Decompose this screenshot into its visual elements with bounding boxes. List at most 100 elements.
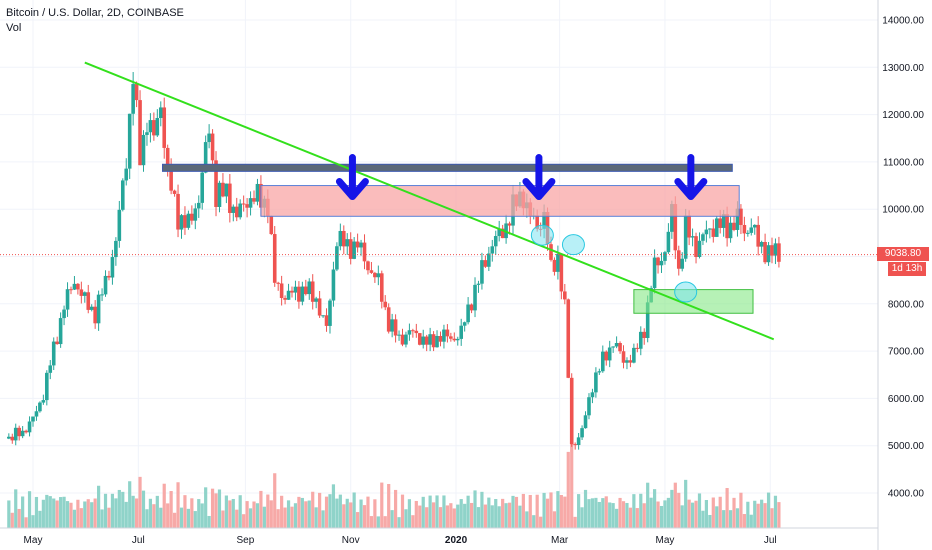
candle-body <box>376 273 381 278</box>
volume-bar <box>45 494 49 528</box>
volume-bar <box>469 502 474 528</box>
candle-body <box>145 132 149 135</box>
volume-bar <box>349 502 353 528</box>
time-axis[interactable]: May Jul Sep Nov 2020 Mar May Jul <box>0 527 878 546</box>
last-price-label: 9038.80 <box>877 247 929 261</box>
volume-bar <box>773 495 778 528</box>
volume-bar <box>628 507 633 528</box>
volume-bar <box>483 504 487 528</box>
resistance-zone-rect[interactable] <box>260 185 740 217</box>
chart-grid <box>0 0 878 528</box>
trendline[interactable] <box>84 61 775 341</box>
volume-bar <box>207 515 211 528</box>
volume-bar <box>34 496 39 528</box>
chart-drawings[interactable] <box>84 61 775 341</box>
candle-body <box>17 427 21 437</box>
candle-body <box>286 290 291 300</box>
candle-body <box>162 107 167 148</box>
highlight-circle[interactable] <box>561 234 585 256</box>
candle-body <box>652 257 657 289</box>
candle-body <box>735 208 740 230</box>
volume-bar <box>383 516 387 528</box>
volume-bar <box>473 490 477 528</box>
candle-body <box>255 183 260 202</box>
candle-body <box>462 322 467 326</box>
volume-bar <box>456 504 460 528</box>
candle-body <box>55 341 59 345</box>
volume-bar <box>17 508 21 528</box>
price-axis[interactable]: 14000.00 13000.00 12000.00 11000.00 10000.00… <box>877 0 925 550</box>
candle-body <box>711 228 716 237</box>
volume-bar <box>604 496 608 528</box>
candle-body <box>576 437 581 446</box>
candle-body <box>428 334 432 345</box>
candle-body <box>383 301 388 308</box>
candle-body <box>193 208 198 221</box>
candle-body <box>442 329 446 342</box>
candle-body <box>224 183 229 197</box>
volume-bar <box>563 496 567 528</box>
candle-body <box>407 330 412 335</box>
candle-body <box>487 253 491 267</box>
candle-body <box>749 227 754 233</box>
volume-bar <box>210 488 215 528</box>
candle-body <box>473 284 477 311</box>
candle-body <box>490 246 495 254</box>
volume-bar <box>642 503 646 528</box>
price-tick-label: 7000.00 <box>888 347 925 358</box>
candle-body <box>632 347 636 363</box>
volume-bar <box>224 495 228 528</box>
candle-body <box>310 281 315 302</box>
candle-body <box>563 291 567 300</box>
volume-bar <box>494 499 498 528</box>
candle-body <box>497 228 501 237</box>
volume-bar <box>777 502 781 528</box>
time-tick-label: Nov <box>342 535 360 546</box>
candle-body <box>65 289 70 310</box>
candle-body <box>732 222 736 230</box>
candle-body <box>341 230 346 247</box>
candle-body <box>72 283 77 290</box>
candle-body <box>552 259 557 272</box>
volume-bar <box>539 516 543 528</box>
volume-bar <box>431 502 436 528</box>
volume-bar <box>179 507 184 528</box>
volume-bar <box>766 492 771 528</box>
volume-bar <box>463 503 467 528</box>
highlight-circle[interactable] <box>530 224 554 246</box>
highlight-circle[interactable] <box>674 281 698 303</box>
volume-bar <box>573 516 577 528</box>
volume-bar <box>687 499 691 528</box>
candle-body <box>248 198 253 208</box>
price-tick-label: 12000.00 <box>882 110 924 121</box>
volume-bar <box>117 489 121 528</box>
candle-body <box>158 107 163 118</box>
candle-body <box>314 298 318 302</box>
volume-bar <box>425 507 429 528</box>
symbol-title[interactable]: Bitcoin / U.S. Dollar, 2D, COINBASE <box>6 7 184 19</box>
volume-bar <box>428 495 432 528</box>
down-arrow-icon[interactable] <box>335 154 369 201</box>
candle-body <box>466 304 470 323</box>
volume-bar <box>704 499 708 528</box>
candle-body <box>459 325 464 339</box>
candle-body <box>13 427 18 441</box>
price-tick-label: 13000.00 <box>882 63 924 74</box>
volume-bar <box>162 483 166 528</box>
candle-body <box>597 371 602 373</box>
volume-label[interactable]: Vol <box>6 22 22 34</box>
candle-body <box>234 206 239 218</box>
candle-body <box>417 333 422 345</box>
horizontal-band-rect[interactable] <box>161 163 733 172</box>
volume-bar <box>708 514 712 528</box>
candle-body <box>279 283 284 299</box>
volume-bar <box>335 498 339 528</box>
volume-bar <box>7 500 11 528</box>
down-arrow-icon[interactable] <box>674 154 708 201</box>
volume-bar <box>324 496 329 528</box>
candle-body <box>252 198 256 202</box>
volume-bar <box>252 501 256 528</box>
volume-bar <box>321 510 325 528</box>
down-arrow-icon[interactable] <box>522 154 556 201</box>
